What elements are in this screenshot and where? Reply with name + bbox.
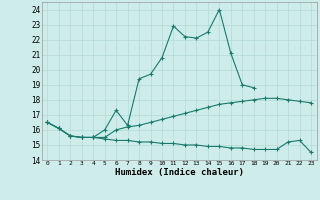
- X-axis label: Humidex (Indice chaleur): Humidex (Indice chaleur): [115, 168, 244, 177]
